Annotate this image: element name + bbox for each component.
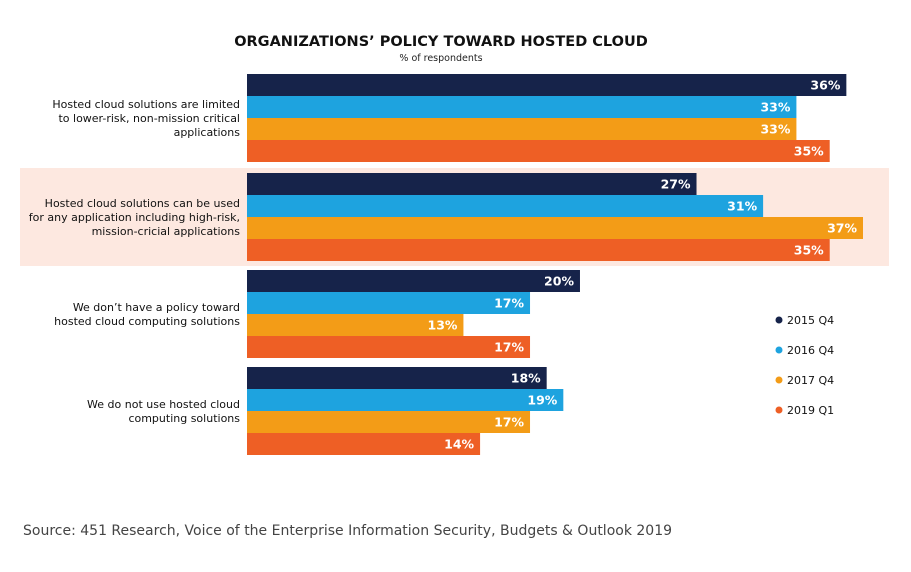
chart-subtitle: % of respondents bbox=[399, 53, 482, 64]
bar-value-label: 37% bbox=[827, 221, 857, 236]
bar bbox=[247, 389, 564, 411]
bar-value-label: 14% bbox=[444, 437, 474, 452]
bar-value-label: 19% bbox=[527, 393, 557, 408]
bar bbox=[247, 96, 797, 118]
bar-value-label: 17% bbox=[494, 415, 524, 430]
bar bbox=[247, 270, 580, 292]
bar-value-label: 17% bbox=[494, 296, 524, 311]
category-label: We do not use hosted cloud computing solu… bbox=[87, 398, 240, 425]
legend: 2015 Q4 2016 Q4 2017 Q4 2019 Q1 bbox=[775, 314, 834, 417]
legend-marker bbox=[775, 346, 783, 354]
bar bbox=[247, 118, 797, 140]
category-label: Hosted cloud solutions are limited to low… bbox=[52, 98, 240, 139]
bar-value-label: 36% bbox=[810, 78, 840, 93]
category-label: Hosted cloud solutions can be used for an… bbox=[29, 197, 240, 238]
source-note: Source: 451 Research, Voice of the Enter… bbox=[23, 523, 672, 539]
bars-layer: 36%33%33%35%27%31%37%35%20%17%13%17%18%1… bbox=[247, 74, 863, 455]
bar bbox=[247, 217, 863, 239]
legend-label: 2017 Q4 bbox=[787, 374, 834, 387]
bar bbox=[247, 74, 847, 96]
bar-value-label: 27% bbox=[661, 177, 691, 192]
bar bbox=[247, 314, 464, 336]
category-labels: Hosted cloud solutions are limited to low… bbox=[29, 98, 240, 425]
bar-value-label: 20% bbox=[544, 274, 574, 289]
bar bbox=[247, 411, 531, 433]
legend-marker bbox=[775, 376, 783, 384]
legend-marker bbox=[775, 316, 783, 324]
legend-label: 2019 Q1 bbox=[787, 404, 834, 417]
bar-value-label: 17% bbox=[494, 340, 524, 355]
chart-title: ORGANIZATIONS’ POLICY TOWARD HOSTED CLOU… bbox=[234, 34, 648, 50]
category-label: We don’t have a policy toward hosted clou… bbox=[54, 301, 240, 328]
bar-value-label: 35% bbox=[794, 243, 824, 258]
bar bbox=[247, 336, 531, 358]
bar-value-label: 31% bbox=[727, 199, 757, 214]
bar bbox=[247, 140, 830, 162]
bar bbox=[247, 173, 697, 195]
bar bbox=[247, 195, 764, 217]
legend-label: 2015 Q4 bbox=[787, 314, 834, 327]
bar bbox=[247, 239, 830, 261]
bar bbox=[247, 433, 481, 455]
bar bbox=[247, 367, 547, 389]
legend-marker bbox=[775, 406, 783, 414]
legend-label: 2016 Q4 bbox=[787, 344, 834, 357]
bar-value-label: 18% bbox=[511, 371, 541, 386]
bar-value-label: 33% bbox=[760, 100, 790, 115]
bar-value-label: 33% bbox=[760, 122, 790, 137]
bar bbox=[247, 292, 531, 314]
bar-value-label: 13% bbox=[428, 318, 458, 333]
bar-value-label: 35% bbox=[794, 144, 824, 159]
